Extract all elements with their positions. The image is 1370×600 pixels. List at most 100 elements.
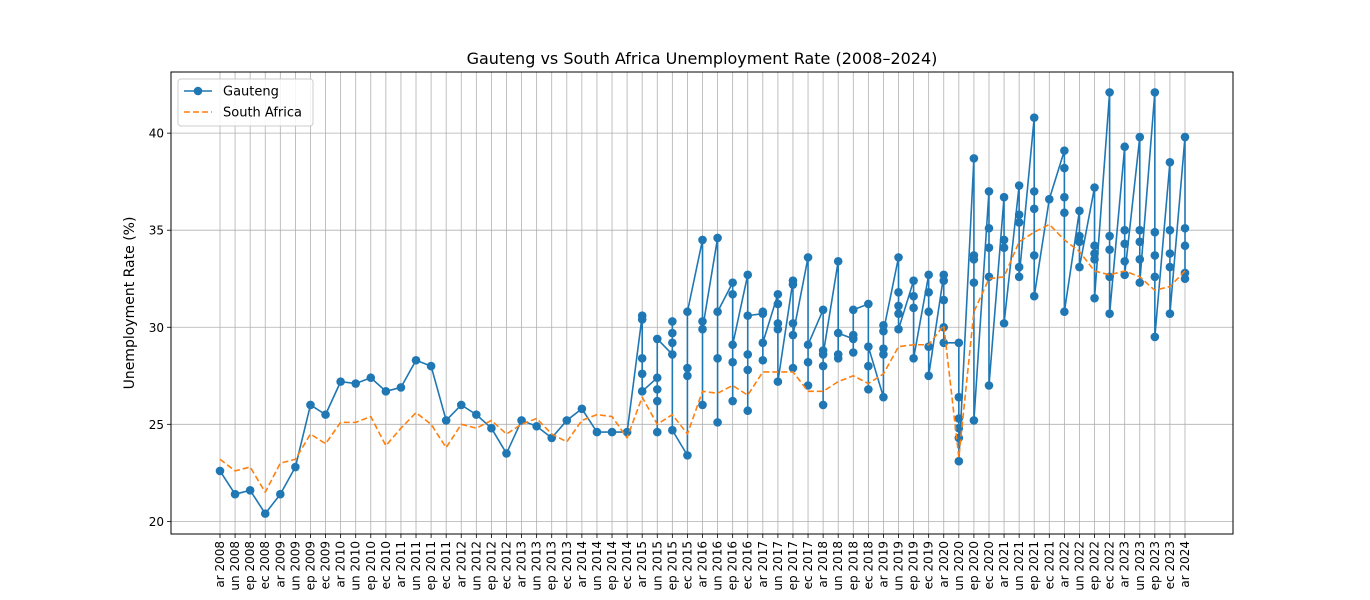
legend: Gauteng South Africa [177, 78, 314, 127]
x-tick-label: ec 2021 [1042, 541, 1056, 589]
x-tick-label: ep 2015 [665, 541, 679, 590]
y-tick-label: 40 [149, 127, 164, 141]
x-tick-label: ar 2022 [1057, 541, 1071, 588]
x-tick-label: ep 2016 [726, 541, 740, 590]
data-point [984, 381, 994, 390]
y-axis-label: Unemployment Rate (%) [122, 217, 138, 390]
data-point [1090, 293, 1099, 303]
legend-label: South Africa [223, 106, 302, 121]
y-tick-label: 25 [149, 418, 164, 432]
data-point [336, 377, 345, 386]
data-point [1014, 181, 1024, 190]
data-point [879, 392, 888, 402]
data-point [999, 192, 1009, 202]
data-point [924, 270, 933, 280]
data-point [924, 307, 933, 317]
data-point [848, 348, 858, 357]
data-point [1180, 223, 1190, 233]
data-point [366, 373, 376, 383]
data-point [924, 371, 933, 381]
data-point [728, 278, 737, 287]
data-point [230, 489, 240, 499]
x-tick-label: ar 2014 [575, 541, 589, 588]
data-point [833, 256, 843, 266]
legend-marker [193, 86, 203, 96]
data-point [1060, 307, 1069, 317]
data-point [668, 338, 677, 348]
data-point [818, 350, 828, 359]
x-tick-label: ar 2008 [213, 541, 227, 588]
data-point [969, 154, 979, 163]
x-tick-label: ar 2024 [1178, 541, 1192, 588]
data-point [728, 396, 737, 406]
data-point [321, 410, 330, 419]
data-point [999, 243, 1009, 252]
x-tick-label: ec 2014 [620, 541, 634, 589]
x-tick-label: un 2017 [771, 541, 785, 591]
x-tick-label: ep 2021 [1027, 541, 1041, 590]
data-point [879, 326, 888, 336]
data-point [652, 427, 662, 437]
data-point [668, 350, 677, 359]
data-point [833, 350, 843, 359]
data-point [894, 253, 903, 262]
data-point [1105, 231, 1114, 241]
data-point [698, 235, 707, 245]
x-tick-label: ec 2022 [1103, 541, 1117, 589]
x-tick-label: ep 2011 [424, 541, 438, 590]
data-point [396, 383, 406, 392]
data-point [683, 371, 692, 381]
x-tick-label: ar 2013 [515, 541, 529, 588]
data-point [984, 243, 994, 252]
data-point [1120, 225, 1129, 235]
data-point [773, 377, 783, 386]
data-point [1105, 309, 1114, 318]
y-tick-label: 20 [149, 515, 164, 529]
data-point [1014, 218, 1024, 227]
data-point [984, 187, 994, 196]
x-tick-label: ec 2012 [499, 541, 513, 589]
data-point [668, 425, 677, 435]
data-point [758, 338, 768, 348]
data-point [969, 416, 979, 425]
data-point [1180, 274, 1190, 284]
data-point [894, 309, 903, 318]
x-tick-label: ar 2018 [816, 541, 830, 588]
x-tick-label: un 2015 [650, 541, 664, 591]
data-point [1075, 206, 1084, 216]
chart-title: Gauteng vs South Africa Unemployment Rat… [467, 49, 938, 68]
data-point [864, 361, 873, 371]
data-point [773, 324, 783, 334]
data-point [215, 466, 225, 476]
x-tick-label: ec 2015 [680, 541, 694, 589]
data-point [683, 451, 692, 460]
x-tick-label: ep 2020 [967, 541, 981, 590]
data-point [758, 355, 768, 365]
data-point [803, 253, 813, 262]
data-point [788, 280, 798, 289]
x-tick-label: ec 2011 [439, 541, 453, 589]
data-point [713, 418, 722, 427]
data-point [833, 328, 843, 338]
data-point [1060, 208, 1069, 218]
data-point [1135, 237, 1145, 247]
x-tick-label: ec 2008 [258, 541, 272, 589]
data-point [683, 307, 692, 317]
x-tick-label: un 2008 [228, 541, 242, 591]
x-tick-label: un 2010 [349, 541, 363, 591]
data-point [306, 400, 315, 410]
x-tick-label: un 2009 [288, 541, 302, 591]
data-point [1014, 272, 1024, 282]
data-point [698, 317, 707, 326]
x-tick-label: ar 2023 [1118, 541, 1132, 588]
data-point [984, 223, 994, 233]
x-tick-label: ec 2018 [861, 541, 875, 589]
data-point [788, 319, 798, 328]
data-point [1029, 251, 1039, 260]
y-tick-label: 30 [149, 321, 164, 335]
plot-area-frame [170, 71, 1234, 535]
x-tick-label: ep 2010 [364, 541, 378, 590]
data-point [381, 387, 391, 396]
data-point [1075, 262, 1084, 272]
data-point [848, 330, 858, 340]
